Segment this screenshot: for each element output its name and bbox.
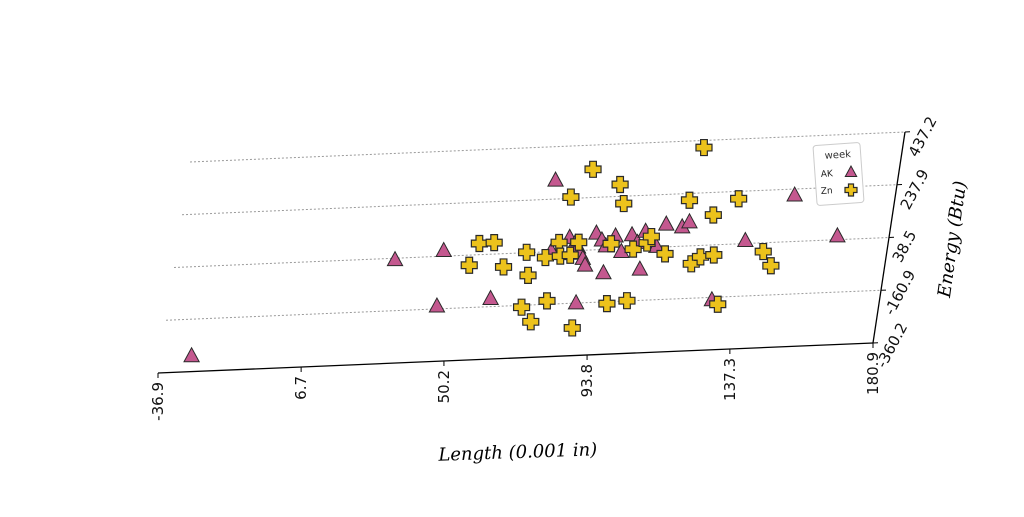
y-tick-label: 237.9 <box>897 166 933 212</box>
x-tick-label: 93.8 <box>578 364 596 397</box>
data-point-ak <box>429 298 444 312</box>
data-point-zn <box>486 235 502 251</box>
y-gridline <box>190 132 905 162</box>
data-point-zn <box>616 196 632 212</box>
legend[interactable]: week AK Zn <box>813 142 864 205</box>
x-axis-label: Length (0.001 in) <box>437 439 598 466</box>
data-point-ak <box>387 252 402 266</box>
y-tick-label: -360.2 <box>873 320 912 371</box>
legend-label-ak: AK <box>821 169 835 180</box>
data-point-zn <box>585 161 601 177</box>
x-tick-label: 6.7 <box>292 376 310 400</box>
data-point-ak <box>738 233 753 247</box>
data-point-zn <box>731 191 747 207</box>
data-point-zn <box>519 244 535 260</box>
data-point-ak <box>632 261 647 275</box>
data-point-zn <box>705 207 721 223</box>
data-point-zn <box>539 293 555 309</box>
data-point-zn <box>696 140 712 156</box>
data-point-ak <box>596 265 611 279</box>
y-tick-label: 437.2 <box>905 114 941 160</box>
data-point-ak <box>659 216 674 230</box>
data-point-zn <box>523 314 539 330</box>
data-point-zn <box>461 257 477 273</box>
grid-lines <box>166 132 905 320</box>
data-point-ak <box>548 172 563 186</box>
data-point-zn <box>520 267 536 283</box>
x-tick-label: 137.3 <box>721 358 739 401</box>
data-point-zn <box>563 189 579 205</box>
y-tick-label: 38.5 <box>889 227 921 265</box>
x-tick-label: -36.9 <box>149 382 167 421</box>
data-point-zn <box>564 320 580 336</box>
data-point-zn <box>612 176 628 192</box>
y-tick-label: -160.9 <box>881 267 920 318</box>
y-axis-label: Energy (Btu) <box>934 180 971 300</box>
data-point-ak <box>436 243 451 257</box>
legend-label-zn: Zn <box>821 186 834 197</box>
y-tick-labels: -360.2-160.938.5 237.9 437.2 <box>873 114 941 371</box>
x-tick-label: 50.2 <box>435 370 453 403</box>
data-point-ak <box>483 291 498 305</box>
data-point-ak <box>682 214 697 228</box>
data-markers <box>184 140 853 362</box>
data-point-zn <box>496 259 512 275</box>
data-point-ak <box>830 228 845 242</box>
data-point-zn <box>619 293 635 309</box>
data-point-zn <box>599 296 615 312</box>
x-axis-line <box>158 343 873 373</box>
data-point-ak <box>787 187 802 201</box>
legend-title: week <box>824 149 851 162</box>
data-point-ak <box>568 295 583 309</box>
data-point-ak <box>184 348 199 362</box>
data-point-zn <box>681 192 697 208</box>
data-point-zn <box>514 299 530 315</box>
data-point-zn <box>471 236 487 252</box>
